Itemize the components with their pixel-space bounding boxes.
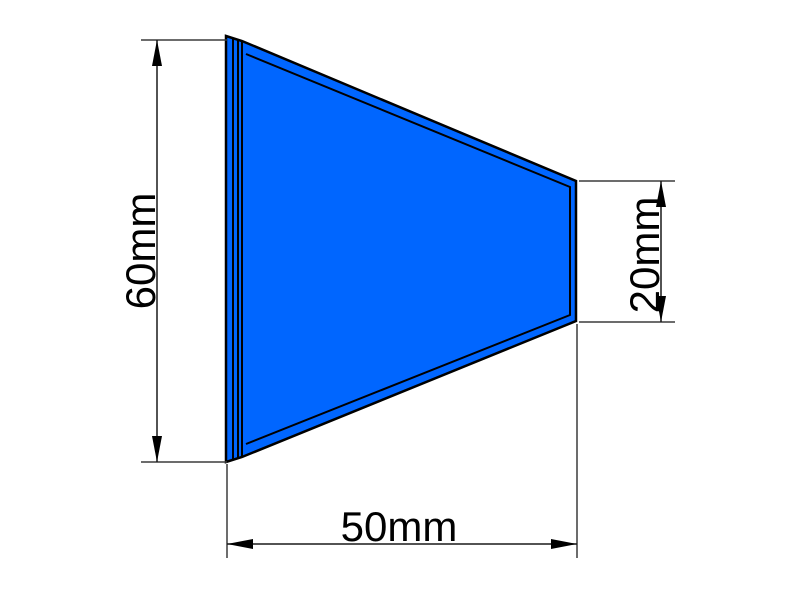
dimension-left-height: 60mm [117, 39, 227, 463]
arrowhead-down-icon [152, 436, 162, 462]
dimension-bottom-width: 50mm [226, 324, 578, 558]
arrowhead-up-icon [656, 181, 666, 207]
part-face [224, 34, 578, 464]
dimension-label-bottom-width: 50mm [341, 503, 458, 550]
dimension-label-right-height: 20mm [621, 197, 668, 314]
arrowhead-left-icon [227, 539, 253, 549]
part-bevel-line [245, 53, 571, 445]
dimension-right-height: 20mm [579, 180, 675, 323]
dimension-label-left-height: 60mm [117, 193, 164, 310]
arrowhead-down-icon [656, 296, 666, 322]
part [224, 34, 578, 464]
arrowhead-up-icon [152, 40, 162, 66]
arrowhead-right-icon [551, 539, 577, 549]
